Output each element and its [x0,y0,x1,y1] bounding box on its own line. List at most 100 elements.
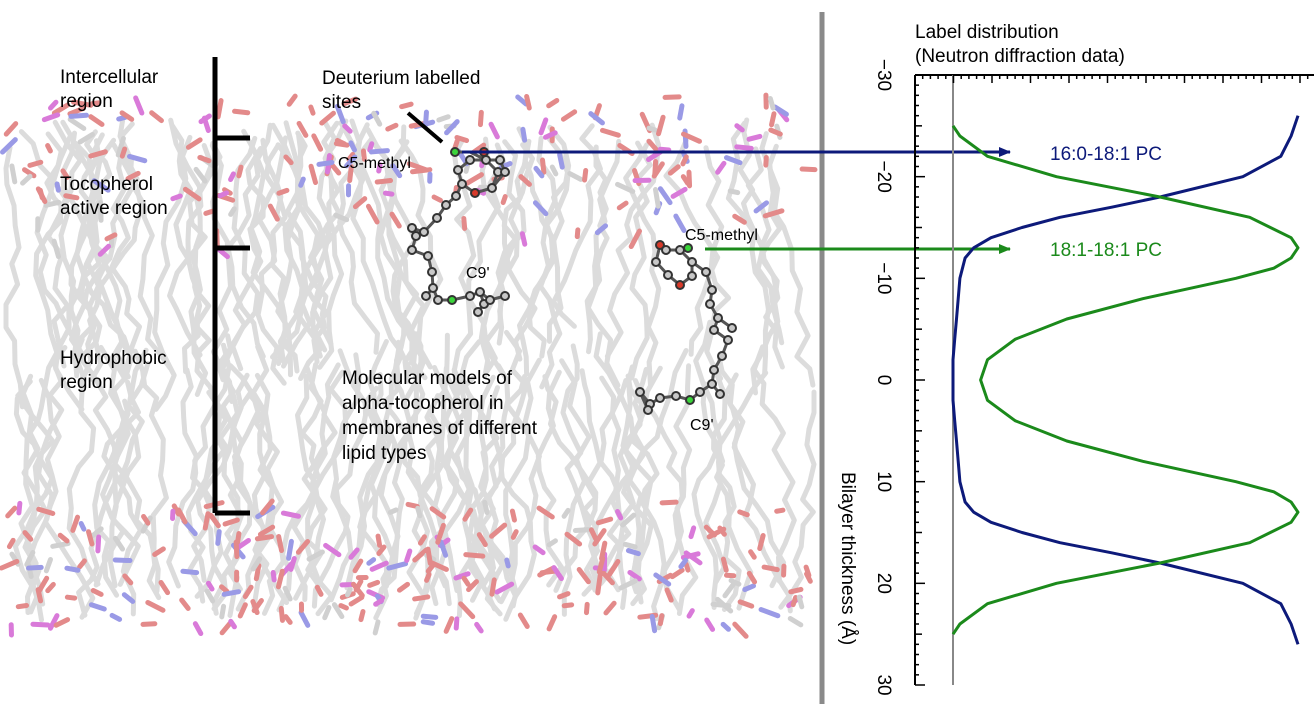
lipid-headgroup [122,573,134,586]
lipid-headgroup [26,564,44,571]
lipid-headgroup [390,163,403,179]
lipid-chain [620,364,654,605]
models-text-line4: lipid types [342,443,427,464]
lipid-headgroup [396,581,411,593]
lipid-headgroup [657,613,665,627]
models-text-line3: membranes of different [342,418,538,439]
lipid-headgroup [564,531,583,547]
lipid-headgroup [112,535,126,552]
lipid-chain [109,143,142,373]
lipid-headgroup [466,579,479,593]
lipid-chain [711,372,754,611]
lipid-headgroup [88,114,105,127]
lipid-headgroup [653,572,672,587]
lipid-headgroup [179,597,191,611]
chart-tick-label: 20 [873,573,894,594]
lipid-headgroup [588,111,605,126]
lipid-headgroup [48,99,59,111]
lipid-headgroup [35,587,44,604]
lipid-headgroup [417,534,427,546]
lipid-headgroup [104,232,118,242]
lipid-chain [700,381,742,612]
lipid-headgroup [657,186,673,206]
lipid-headgroup [344,586,353,598]
lipid-headgroup [24,549,36,568]
lipid-headgroup [772,104,789,117]
lipid-headgroup [257,524,276,537]
lipid-headgroup [127,153,148,164]
lipid-headgroup [540,157,547,175]
chart-series [951,115,1300,645]
lipid-chain [78,138,134,382]
chart-tick-label: −10 [873,262,894,294]
lipid-headgroup [385,122,399,132]
lipid-headgroup [228,171,236,183]
lipid-headgroup [311,133,324,152]
lipid-chain [304,365,335,617]
lipid-headgroup [119,110,135,122]
lipid-headgroup [804,571,813,584]
lipid-headgroup [574,227,581,240]
lipid-headgroup [158,579,171,596]
c9-right-label: C9' [690,417,714,434]
lipid-headgroup [649,614,658,634]
models-text-line1: Molecular models of [342,368,513,389]
lipid-headgroup [546,97,560,109]
lipid-headgroup [375,533,383,548]
lipid-chain [3,145,25,410]
lipid-headgroup [683,550,703,566]
lipid-headgroup [504,557,511,569]
lipid-headgroup [519,231,528,247]
lipid-headgroup [732,621,749,639]
lipid-headgroup [237,602,248,619]
lipid-headgroup [88,602,107,612]
lipid-headgroup [63,193,80,201]
lipid-headgroup [382,190,395,197]
lipid-headgroup [680,174,691,186]
lipid-headgroup [170,193,183,202]
lipid-headgroup [141,513,151,526]
lipid-headgroup [518,174,532,187]
lipid-headgroup [438,539,449,558]
lipid-chain [623,365,663,595]
lipid-headgroup [21,167,37,179]
lipid-headgroup [489,522,508,539]
chart-tick-label: 0 [873,375,894,386]
lipid-headgroup [222,517,240,527]
lipid-chain [66,336,101,587]
lipid-chain [477,363,518,599]
lipid-chain [711,365,793,614]
lipid-headgroup [352,558,364,574]
lipid-headgroup [22,530,34,542]
lipid-headgroup [45,143,53,154]
lipid-headgroup [606,558,621,578]
lipid-chain [588,331,624,589]
lipid-headgroup [474,621,484,634]
lipid-headgroup [677,103,685,121]
lipid-headgroup [734,123,745,133]
series-label-18-1-18-1: 18:1-18:1 PC [1050,240,1162,261]
lipid-headgroup [509,508,517,523]
lipid-headgroup [67,116,87,131]
lipid-headgroup [599,569,615,586]
lipid-headgroup [219,584,230,594]
lipid-headgroup [344,154,358,169]
chart-ticks [914,74,1309,686]
lipid-headgroup [686,608,695,619]
lipid-headgroup [286,93,298,107]
lipid-chain [291,362,324,602]
lipid-headgroup [15,603,30,610]
lipid-headgroup [276,534,285,554]
hydrophobic-label-line1: Hydrophobic [60,348,167,369]
lipid-headgroup [43,556,53,574]
lipid-headgroup [333,212,350,223]
lipid-headgroup [664,587,674,603]
lipid-headgroup [732,213,747,225]
lipid-chain [551,123,603,329]
lipid-headgroup [592,528,607,547]
lipid-headgroup [728,578,742,587]
lipid-headgroup [205,580,215,592]
lipid-headgroup [133,95,145,116]
